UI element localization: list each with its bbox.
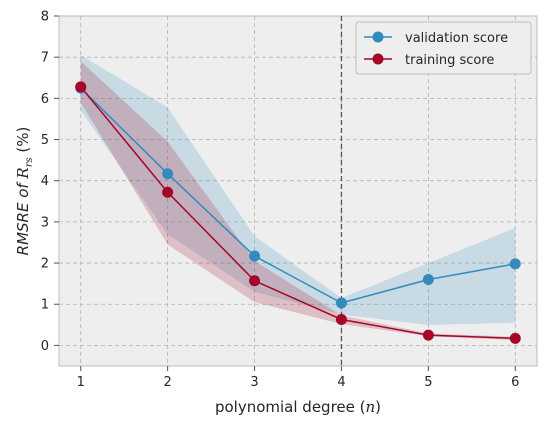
point-training-score-5 bbox=[422, 329, 434, 341]
point-training-score-4 bbox=[335, 313, 347, 325]
x-tick-label-4: 4 bbox=[337, 375, 345, 390]
x-axis-label: polynomial degree (n) bbox=[215, 398, 381, 416]
y-tick-label-4: 4 bbox=[41, 174, 49, 189]
x-tick-label-3: 3 bbox=[250, 375, 258, 390]
band-training-score bbox=[80, 61, 516, 341]
y-tick-label-3: 3 bbox=[41, 215, 49, 230]
series-line-training-score bbox=[80, 86, 516, 340]
axis-ticks: 1 2 3 4 5 6 0 1 2 3 4 5 6 7 8 bbox=[41, 10, 520, 391]
point-training-score-6 bbox=[509, 332, 521, 344]
legend-marker-validation bbox=[372, 31, 384, 43]
x-tick-label-5: 5 bbox=[424, 375, 432, 390]
x-tick-label-6: 6 bbox=[511, 375, 519, 390]
point-validation-score-5 bbox=[422, 274, 434, 286]
y-tick-label-2: 2 bbox=[41, 257, 49, 272]
legend: validation score training score bbox=[355, 21, 532, 75]
y-tick-label-6: 6 bbox=[41, 92, 49, 107]
point-validation-score-6 bbox=[509, 258, 521, 270]
legend-box bbox=[355, 21, 532, 75]
x-tick-label-2: 2 bbox=[163, 375, 171, 390]
point-training-score-2 bbox=[162, 186, 174, 198]
point-training-score-3 bbox=[249, 275, 261, 287]
y-tick-label-8: 8 bbox=[41, 10, 49, 25]
point-training-score-1 bbox=[75, 81, 87, 93]
point-validation-score-4 bbox=[335, 297, 347, 309]
series-lines bbox=[75, 81, 521, 344]
y-tick-label-5: 5 bbox=[41, 133, 49, 148]
legend-marker-training bbox=[372, 53, 384, 65]
y-tick-label-7: 7 bbox=[41, 51, 49, 66]
point-validation-score-2 bbox=[162, 168, 174, 180]
point-validation-score-3 bbox=[249, 250, 261, 262]
y-tick-label-0: 0 bbox=[41, 339, 49, 354]
x-tick-label-1: 1 bbox=[77, 375, 85, 390]
y-tick-label-1: 1 bbox=[41, 298, 49, 313]
legend-label-validation: validation score bbox=[405, 31, 508, 46]
legend-label-training: training score bbox=[405, 53, 494, 68]
series-line-validation-score bbox=[80, 87, 516, 304]
y-axis-label: RMSRE of Rrs (%) bbox=[14, 127, 35, 256]
